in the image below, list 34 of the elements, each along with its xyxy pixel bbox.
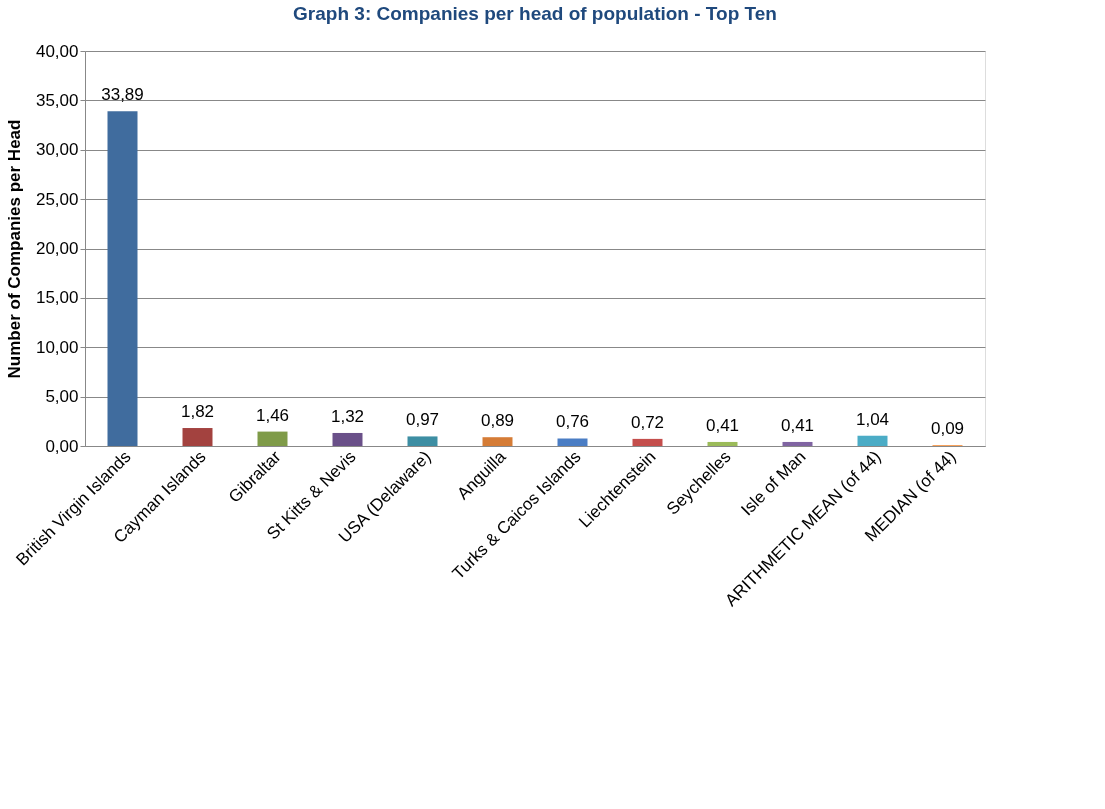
bar xyxy=(557,438,588,446)
y-tick-label: 15,00 xyxy=(35,288,79,308)
data-label: 0,72 xyxy=(630,412,665,432)
bar xyxy=(482,437,513,446)
bar xyxy=(257,431,288,446)
y-tick-label: 35,00 xyxy=(35,90,79,110)
data-label: 1,82 xyxy=(180,402,215,422)
y-tick-label: 20,00 xyxy=(35,239,79,258)
bar xyxy=(857,435,888,446)
data-label: 0,89 xyxy=(480,411,515,431)
bar xyxy=(107,111,138,446)
data-label: 0,97 xyxy=(405,410,440,430)
data-label: 1,04 xyxy=(855,409,890,429)
y-tick-label: 30,00 xyxy=(35,140,79,160)
y-tick-label: 40,00 xyxy=(35,41,79,61)
y-tick-label: 10,00 xyxy=(35,337,79,357)
bar xyxy=(182,428,213,446)
data-label: 0,41 xyxy=(705,415,740,435)
bar xyxy=(407,436,438,446)
data-label: 0,76 xyxy=(555,412,590,432)
bar xyxy=(782,441,813,446)
bar xyxy=(707,441,738,446)
bar xyxy=(332,432,363,446)
data-label: 0,09 xyxy=(930,419,965,439)
data-label: 1,32 xyxy=(330,406,365,426)
y-tick-label: 25,00 xyxy=(35,189,79,209)
y-axis-title: Number of Companies per Head xyxy=(4,119,24,379)
y-tick-label: 5,00 xyxy=(45,387,79,407)
data-label: 1,46 xyxy=(255,405,290,425)
data-label: 33,89 xyxy=(101,85,144,105)
y-tick-label: 0,00 xyxy=(45,436,79,456)
data-label: 0,41 xyxy=(780,415,815,435)
bar xyxy=(632,438,663,446)
chart-title: Graph 3: Companies per head of population - Top Ten xyxy=(293,3,777,24)
